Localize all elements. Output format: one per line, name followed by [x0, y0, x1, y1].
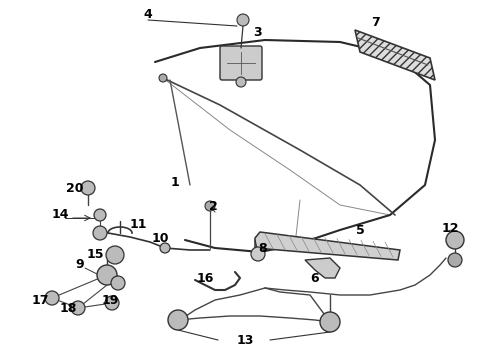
Circle shape	[448, 253, 462, 267]
Text: 3: 3	[253, 26, 261, 39]
Text: 15: 15	[86, 248, 104, 261]
Text: 5: 5	[356, 224, 365, 237]
Text: 14: 14	[51, 208, 69, 221]
Circle shape	[251, 247, 265, 261]
Text: 6: 6	[311, 271, 319, 284]
Circle shape	[168, 310, 188, 330]
Text: 4: 4	[144, 8, 152, 21]
Text: 10: 10	[151, 231, 169, 244]
Text: 1: 1	[171, 176, 179, 189]
Text: 16: 16	[196, 271, 214, 284]
Text: 20: 20	[66, 181, 84, 194]
Text: 7: 7	[370, 15, 379, 28]
Circle shape	[237, 14, 249, 26]
Circle shape	[81, 181, 95, 195]
Text: 19: 19	[101, 293, 119, 306]
Polygon shape	[305, 258, 340, 278]
Circle shape	[160, 243, 170, 253]
Text: 13: 13	[236, 333, 254, 346]
Circle shape	[106, 246, 124, 264]
Circle shape	[105, 296, 119, 310]
Polygon shape	[255, 232, 400, 260]
Circle shape	[45, 291, 59, 305]
Polygon shape	[355, 30, 435, 80]
Circle shape	[320, 312, 340, 332]
Circle shape	[205, 201, 215, 211]
Text: 12: 12	[441, 221, 459, 234]
Text: 8: 8	[259, 242, 268, 255]
Circle shape	[446, 231, 464, 249]
Circle shape	[97, 265, 117, 285]
Circle shape	[111, 276, 125, 290]
Circle shape	[71, 301, 85, 315]
Text: 11: 11	[129, 217, 147, 230]
Circle shape	[93, 226, 107, 240]
FancyBboxPatch shape	[220, 46, 262, 80]
Text: 2: 2	[209, 199, 218, 212]
Circle shape	[159, 74, 167, 82]
Text: 17: 17	[31, 293, 49, 306]
Text: 9: 9	[75, 258, 84, 271]
Text: 18: 18	[59, 302, 77, 315]
Circle shape	[236, 77, 246, 87]
Circle shape	[94, 209, 106, 221]
